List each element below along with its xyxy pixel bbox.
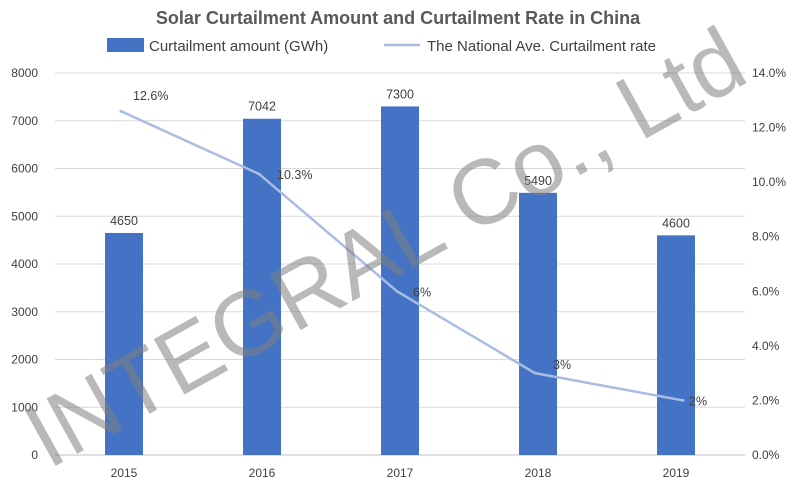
bar (243, 118, 281, 455)
line-point (119, 109, 123, 113)
bar-data-label: 4650 (110, 214, 138, 228)
line-point (681, 398, 685, 402)
y-right-tick-label: 0.0% (752, 448, 780, 462)
y-right-tick-label: 10.0% (752, 175, 786, 189)
bar (519, 192, 557, 456)
legend-label-line: The National Ave. Curtailment rate (427, 38, 656, 55)
chart-title: Solar Curtailment Amount and Curtailment… (156, 8, 641, 28)
y-left-tick-label: 7000 (11, 114, 38, 128)
bar (657, 235, 695, 455)
bar (105, 232, 143, 455)
x-tick-label: 2015 (111, 466, 138, 480)
y-left-tick-label: 6000 (11, 162, 38, 176)
legend-label-bar: Curtailment amount (GWh) (149, 38, 328, 55)
y-left-tick-label: 2000 (11, 353, 38, 367)
line-data-label: 12.6% (133, 89, 168, 103)
y-axis-right: 0.0% 2.0% 4.0% 6.0% 8.0% 10.0% 12.0% 14.0% (752, 66, 786, 462)
bar-data-label: 7042 (248, 100, 276, 114)
y-left-tick-label: 8000 (11, 66, 38, 80)
legend-swatch-bar (107, 38, 144, 52)
data-labels: 4650 7042 7300 5490 4600 12.6% 10.3% 6% 3% 2% (110, 87, 707, 408)
bar-data-label: 5490 (524, 174, 552, 188)
y-left-tick-label: 1000 (11, 400, 38, 414)
line-point (257, 172, 261, 176)
bar-data-label: 7300 (386, 87, 414, 101)
line-data-label: 10.3% (277, 168, 312, 182)
line-data-label: 2% (689, 394, 707, 408)
y-right-tick-label: 4.0% (752, 339, 780, 353)
x-axis: 2015 2016 2017 2018 2019 (111, 466, 690, 480)
x-tick-label: 2019 (663, 466, 690, 480)
legend: Curtailment amount (GWh) The National Av… (107, 38, 656, 55)
x-tick-label: 2017 (387, 466, 414, 480)
y-right-tick-label: 12.0% (752, 121, 786, 135)
y-axis-left: 0 1000 2000 3000 4000 5000 6000 7000 8000 (11, 66, 38, 462)
bar-data-label: 4600 (662, 216, 690, 230)
x-tick-label: 2016 (249, 466, 276, 480)
line-data-label: 6% (413, 285, 431, 299)
y-right-tick-label: 6.0% (752, 284, 780, 298)
y-left-tick-label: 4000 (11, 257, 38, 271)
bar-series (105, 106, 695, 456)
y-right-tick-label: 2.0% (752, 393, 780, 407)
y-left-tick-label: 0 (31, 448, 38, 462)
bar (381, 106, 419, 456)
y-left-tick-label: 3000 (11, 305, 38, 319)
y-right-tick-label: 14.0% (752, 66, 786, 80)
line-point (533, 371, 537, 375)
line-data-label: 3% (553, 358, 571, 372)
y-left-tick-label: 5000 (11, 209, 38, 223)
x-tick-label: 2018 (525, 466, 552, 480)
line-series (119, 109, 685, 402)
line-point (395, 289, 399, 293)
y-right-tick-label: 8.0% (752, 230, 780, 244)
